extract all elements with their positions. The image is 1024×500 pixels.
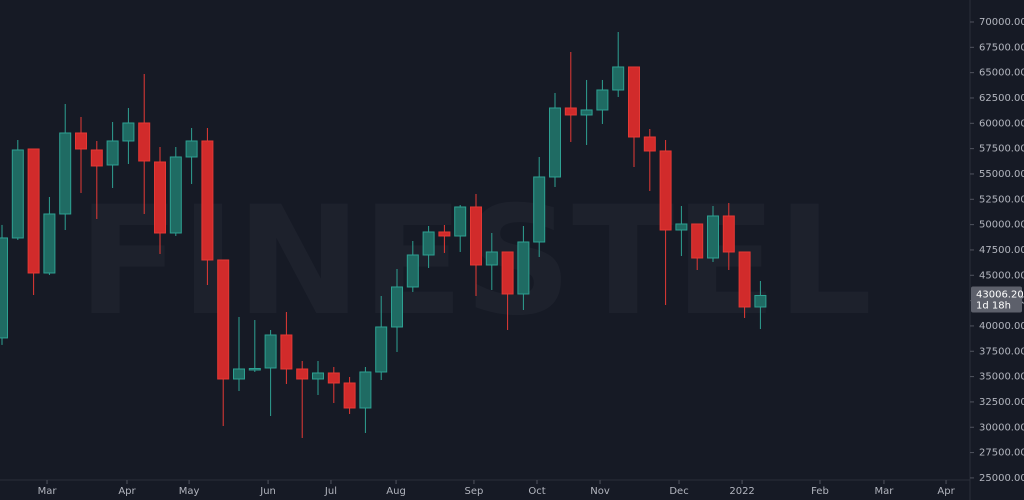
y-tick-label: 62500.00	[979, 93, 1024, 104]
x-tick-label: Mar	[38, 486, 58, 497]
candle-body	[233, 368, 246, 380]
candle-body	[264, 334, 277, 369]
x-tick-label: 2022	[729, 486, 754, 497]
candle-body	[706, 215, 719, 259]
candle-body	[470, 206, 483, 266]
candle-body	[343, 382, 356, 409]
candle-body	[438, 231, 451, 237]
y-tick-label: 37500.00	[979, 346, 1024, 357]
candle-body	[628, 66, 641, 138]
candle-body	[454, 206, 467, 237]
y-tick-label: 55000.00	[979, 169, 1024, 180]
x-tick-label: Apr	[118, 486, 136, 497]
y-tick-label: 32500.00	[979, 397, 1024, 408]
candle-body	[580, 109, 593, 116]
candle-body	[533, 176, 546, 243]
candle-body	[375, 326, 388, 373]
candle-body	[517, 241, 530, 295]
candle-body	[359, 371, 372, 409]
candle-body	[643, 136, 656, 152]
last-price-label: 43006.20	[976, 289, 1024, 300]
y-tick-label: 52500.00	[979, 194, 1024, 205]
y-tick-label: 47500.00	[979, 245, 1024, 256]
candle-body	[27, 148, 40, 274]
candle-body	[722, 215, 735, 253]
y-tick-label: 60000.00	[979, 118, 1024, 129]
y-tick-label: 27500.00	[979, 448, 1024, 459]
candle-body	[154, 161, 167, 234]
candle-body	[675, 223, 688, 231]
last-price-box	[971, 286, 1022, 313]
candle-body	[312, 372, 325, 380]
candle-body	[185, 140, 198, 158]
candle-body	[280, 334, 293, 370]
candle-body	[612, 66, 625, 91]
candle-body	[59, 132, 72, 215]
x-tick-label: Aug	[386, 486, 406, 497]
y-tick-label: 45000.00	[979, 270, 1024, 281]
candle-body	[296, 368, 309, 380]
y-tick-label: 70000.00	[979, 17, 1024, 28]
candle-body	[691, 223, 704, 259]
candle-body	[485, 251, 498, 266]
x-tick-label: Apr	[937, 486, 955, 497]
candle-body	[75, 132, 88, 150]
candle-body	[201, 140, 214, 261]
x-tick-label: Sep	[465, 486, 484, 497]
x-tick-label: Nov	[590, 486, 610, 497]
y-tick-label: 30000.00	[979, 422, 1024, 433]
candle-body	[564, 107, 577, 116]
x-tick-label: May	[179, 486, 200, 497]
candle-body	[169, 156, 182, 234]
candle-body	[754, 294, 767, 308]
candle-body	[122, 122, 135, 142]
candle-body	[391, 286, 404, 328]
y-tick-label: 40000.00	[979, 321, 1024, 332]
x-tick-label: Jun	[259, 486, 276, 497]
x-tick-label: Mar	[875, 486, 895, 497]
candle-body	[0, 237, 9, 339]
candle-body	[217, 259, 230, 380]
candle-body	[549, 107, 562, 178]
x-tick-label: Feb	[811, 486, 829, 497]
y-tick-label: 25000.00	[979, 473, 1024, 484]
candle-body	[422, 231, 435, 256]
candle-body	[106, 140, 119, 166]
x-tick-label: Dec	[669, 486, 688, 497]
countdown-label: 1d 18h	[976, 300, 1011, 311]
candle-body	[738, 251, 751, 308]
candle-body	[659, 150, 672, 231]
x-tick-label: Oct	[528, 486, 545, 497]
candle-body	[43, 213, 56, 274]
candle-body	[327, 372, 340, 384]
y-tick-label: 35000.00	[979, 372, 1024, 383]
candle-body	[11, 149, 24, 239]
candle-body	[501, 251, 514, 295]
x-tick-label: Jul	[324, 486, 337, 497]
candle-body	[138, 122, 151, 162]
candle-body	[406, 254, 419, 288]
y-tick-label: 65000.00	[979, 68, 1024, 79]
candle-body	[248, 367, 261, 371]
y-tick-label: 50000.00	[979, 220, 1024, 231]
candle-body	[596, 89, 609, 111]
candle-body	[90, 149, 103, 167]
y-tick-label: 57500.00	[979, 144, 1024, 155]
y-tick-label: 67500.00	[979, 42, 1024, 53]
